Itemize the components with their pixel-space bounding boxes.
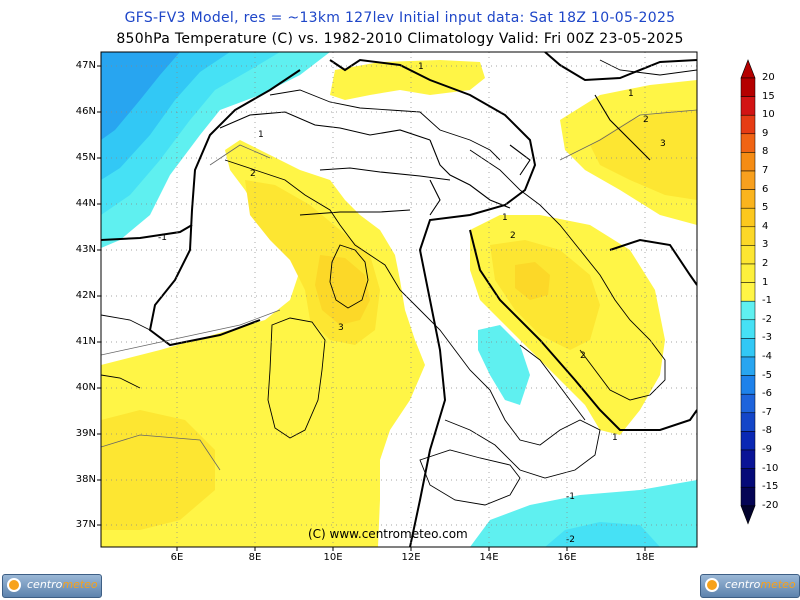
scale-label: 3	[762, 239, 769, 251]
lon-label: 8E	[248, 552, 262, 563]
scale-swatch	[740, 431, 756, 451]
lat-label: 39N	[75, 428, 96, 439]
sun-icon	[7, 578, 21, 592]
map-title-line1: GFS-FV3 Model, res = ~13km 127lev Initia…	[124, 10, 676, 26]
scale-swatch	[740, 77, 756, 97]
scale-swatch	[740, 170, 756, 190]
scale-label: -8	[762, 425, 772, 437]
lat-label: 45N	[75, 152, 96, 163]
lon-label: 18E	[635, 552, 655, 563]
scale-label: -20	[762, 499, 779, 511]
contour-label: 2	[580, 351, 586, 361]
scale-label: 2	[762, 258, 769, 269]
scale-swatch	[740, 114, 756, 135]
coastlines	[101, 59, 697, 506]
lon-label: 14E	[479, 552, 499, 563]
lon-label: 12E	[401, 552, 421, 563]
contour-label: 3	[338, 323, 344, 333]
lat-label: 46N	[75, 106, 96, 117]
scale-swatch	[740, 449, 756, 469]
logo-text: centrometeo	[27, 578, 98, 591]
country-borders	[219, 94, 651, 216]
contour-label: 1	[502, 213, 508, 223]
scale-swatch	[740, 207, 756, 228]
scale-label: 4	[762, 220, 769, 232]
contour-label: 1	[612, 433, 618, 443]
centrometeo-logo-right[interactable]: centrometeo	[700, 574, 800, 598]
scale-swatch	[740, 282, 756, 302]
contour-label: 2	[510, 231, 516, 241]
contour-label: -1	[566, 492, 575, 502]
lat-label: 47N	[75, 60, 96, 71]
lon-label: 10E	[323, 552, 343, 563]
map-frame	[100, 51, 698, 548]
temperature-field	[101, 52, 697, 547]
scale-label: -9	[762, 444, 772, 455]
scale-arrow-top	[740, 59, 756, 79]
scale-arrow-bottom	[740, 505, 756, 525]
scale-label: 1	[762, 276, 769, 288]
scale-swatch	[740, 245, 756, 265]
scale-label: -1	[762, 295, 772, 307]
scale-swatch	[740, 189, 756, 209]
scale-label: -15	[762, 481, 779, 493]
scale-swatch	[740, 152, 756, 172]
scale-swatch	[740, 393, 756, 414]
scale-label: -7	[762, 406, 772, 418]
lat-label: 41N	[75, 336, 96, 347]
lat-label: 40N	[75, 382, 96, 393]
contour-label: 3	[660, 139, 666, 149]
centrometeo-logo-left[interactable]: centrometeo	[2, 574, 102, 598]
scale-swatch	[740, 226, 756, 246]
lat-label: 44N	[75, 198, 96, 209]
scale-label: 6	[762, 183, 769, 195]
scale-label: 20	[762, 72, 775, 83]
contour-label: 1	[418, 62, 424, 72]
scale-swatch	[740, 133, 756, 153]
contour-label: 1	[258, 130, 264, 140]
lat-label: 38N	[75, 474, 96, 485]
scale-label: -3	[762, 332, 772, 344]
scale-label: 9	[762, 127, 769, 139]
lon-label: 6E	[170, 552, 184, 563]
contour-labels: -1 1 2 3 1 2 1 3 1 2 2 1 -1 -2	[158, 62, 666, 545]
scale-label: -5	[762, 369, 772, 381]
color-scale	[740, 59, 756, 525]
scale-label: 10	[762, 109, 775, 121]
scale-swatch	[740, 338, 756, 358]
scale-swatch	[740, 375, 756, 395]
contour-label: 2	[643, 115, 649, 125]
contour-label: 1	[628, 89, 634, 99]
map-title-line2: 850hPa Temperature (C) vs. 1982-2010 Cli…	[116, 31, 684, 47]
contour-label: 2	[250, 169, 256, 179]
scale-swatch	[740, 96, 756, 116]
copyright-text: (C) www.centrometeo.com	[308, 527, 468, 541]
scale-label: -6	[762, 388, 772, 400]
scale-label: 15	[762, 90, 775, 102]
lat-label: 42N	[75, 290, 96, 301]
scale-label: 7	[762, 165, 769, 176]
scale-swatch	[740, 263, 756, 283]
contour-label: -2	[566, 535, 575, 545]
contour-label: -1	[158, 233, 167, 243]
scale-swatch	[740, 300, 756, 321]
scale-swatch	[740, 468, 756, 488]
lat-label: 37N	[75, 519, 96, 530]
scale-swatch	[740, 356, 756, 376]
scale-label: -10	[762, 462, 779, 474]
lon-label: 16E	[557, 552, 577, 563]
scale-label: 8	[762, 146, 769, 158]
scale-swatch	[740, 319, 756, 339]
scale-label: -4	[762, 351, 772, 362]
scale-swatch	[740, 486, 756, 507]
sun-icon	[705, 578, 719, 592]
lat-label: 43N	[75, 244, 96, 255]
scale-swatch	[740, 412, 756, 432]
logo-text: centrometeo	[725, 578, 796, 591]
scale-label: 5	[762, 202, 769, 214]
scale-label: -2	[762, 313, 772, 325]
